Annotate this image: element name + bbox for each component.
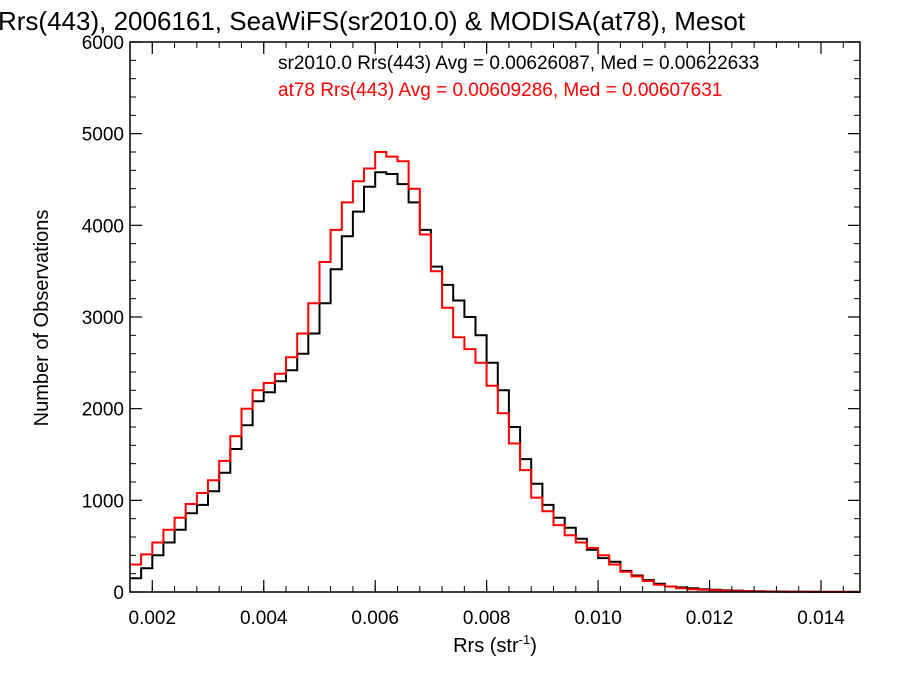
y-tick-label: 5000 [82, 125, 124, 146]
x-axis-label: Rrs (str-1) [453, 632, 537, 657]
y-tick-label: 1000 [82, 491, 124, 512]
x-axis: 0.002 0.004 0.006 0.008 0.010 0.012 0.014 [129, 42, 845, 629]
chart-title: Rrs(443), 2006161, SeaWiFS(sr2010.0) & M… [0, 6, 746, 36]
y-tick-label: 2000 [82, 400, 124, 421]
x-tick-label: 0.004 [240, 608, 288, 629]
x-tick-label: 0.002 [129, 608, 177, 629]
y-axis: 0 1000 2000 3000 4000 5000 6000 [82, 33, 860, 604]
plot-frame [129, 41, 861, 593]
x-tick-label: 0.014 [797, 608, 845, 629]
x-axis-label-base: Rrs (str [453, 635, 519, 657]
series-line-0 [130, 171, 860, 593]
legend-entry-sr2010: sr2010.0 Rrs(443) Avg = 0.00626087, Med … [278, 53, 759, 74]
x-tick-label: 0.010 [574, 608, 622, 629]
x-axis-label-superscript: -1 [519, 632, 531, 647]
series-layer [130, 151, 860, 593]
y-axis-label: Number of Observations [31, 210, 53, 427]
x-tick-label: 0.012 [686, 608, 734, 629]
y-tick-label: 4000 [82, 216, 124, 237]
y-tick-label: 6000 [82, 33, 124, 54]
x-tick-label: 0.006 [351, 608, 399, 629]
y-tick-label: 0 [113, 583, 124, 604]
x-axis-label-close: ) [530, 635, 537, 657]
x-tick-label: 0.008 [463, 608, 511, 629]
series-line-1 [130, 151, 860, 593]
y-tick-label: 3000 [82, 308, 124, 329]
legend-entry-at78: at78 Rrs(443) Avg = 0.00609286, Med = 0.… [278, 80, 722, 101]
